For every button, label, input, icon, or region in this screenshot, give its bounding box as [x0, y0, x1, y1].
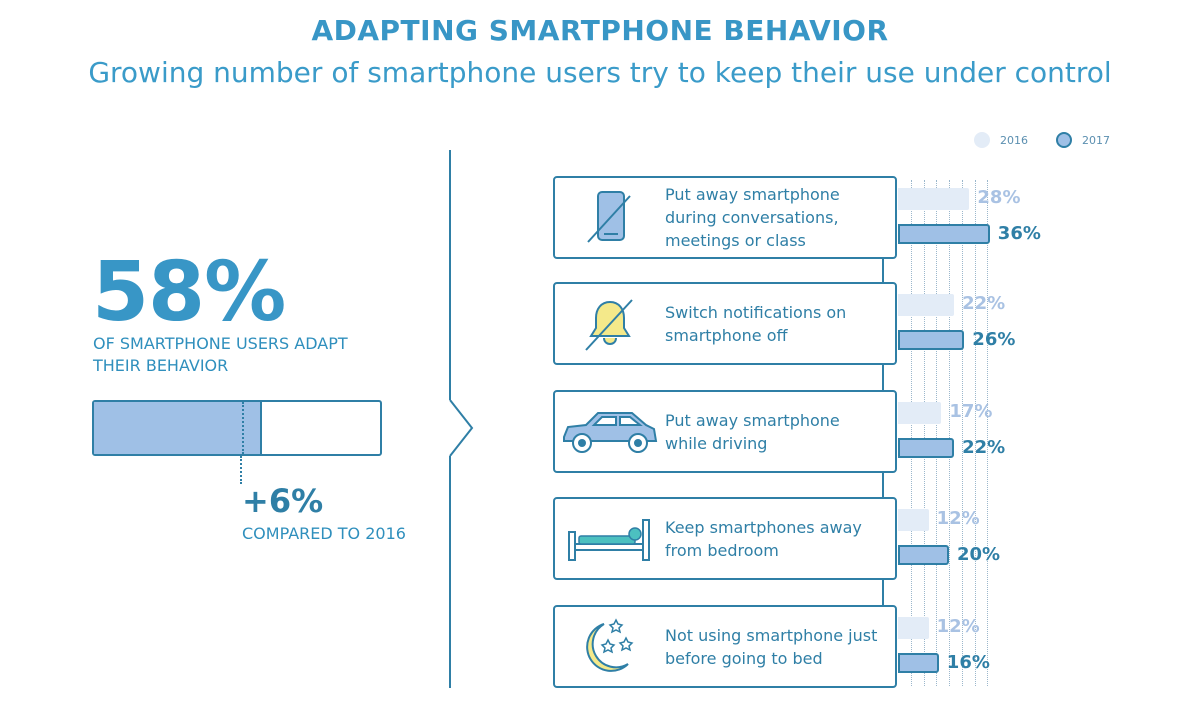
legend-item-2017: 2017	[1056, 132, 1110, 148]
category-card: Switch notifications on smartphone off	[553, 282, 897, 365]
gridline	[974, 180, 976, 686]
data-label-2017: 20%	[957, 544, 1001, 565]
data-label-2016: 28%	[977, 187, 1021, 208]
category-card: Put away smartphone during conversations…	[553, 176, 897, 259]
data-label-2017: 36%	[997, 223, 1041, 244]
category-label: Keep smartphones away from bedroom	[665, 517, 862, 560]
bar-2017	[898, 330, 965, 350]
bar-2016	[898, 188, 970, 210]
headline-value: 58%	[92, 245, 286, 340]
category-label: Not using smartphone just before going t…	[665, 625, 878, 668]
legend: 2016 2017	[974, 132, 1110, 148]
headline-caption: OF SMARTPHONE USERS ADAPT THEIR BEHAVIOR	[93, 334, 348, 375]
gridline	[987, 180, 989, 686]
category-label: Put away smartphone during conversations…	[665, 185, 840, 250]
category-card: Not using smartphone just before going t…	[553, 605, 897, 688]
category-card: Keep smartphones away from bedroom	[553, 497, 897, 580]
change-marker-line	[240, 456, 242, 484]
bar-2016	[898, 509, 929, 531]
change-caption: COMPARED TO 2016	[242, 524, 406, 543]
data-label-2016: 22%	[962, 293, 1006, 314]
share-progress-bar	[92, 400, 382, 456]
gridline	[923, 180, 925, 686]
category-card: Put away smartphone while driving	[553, 390, 897, 473]
bar-2016	[898, 617, 929, 639]
chart-title: ADAPTING SMARTPHONE BEHAVIOR	[311, 14, 889, 47]
chart-subtitle: Growing number of smartphone users try t…	[88, 56, 1112, 89]
data-label-2017: 26%	[972, 329, 1016, 350]
legend-label-2017: 2017	[1082, 133, 1110, 147]
car-icon	[555, 392, 665, 471]
previous-year-marker	[241, 402, 244, 454]
bar-2017	[898, 224, 990, 244]
legend-label-2016: 2016	[1000, 133, 1028, 147]
gridline	[936, 180, 938, 686]
legend-swatch-2016	[974, 132, 990, 148]
gridline	[961, 180, 963, 686]
bar-2017	[898, 545, 949, 565]
bar-2016	[898, 402, 942, 424]
legend-item-2016: 2016	[974, 132, 1028, 148]
divider-arrow	[442, 400, 474, 456]
category-label: Switch notifications on smartphone off	[665, 302, 847, 345]
legend-swatch-2017	[1056, 132, 1072, 148]
change-value: +6%	[242, 482, 324, 520]
gridline	[949, 180, 950, 686]
moon-stars-icon	[555, 607, 665, 686]
bar-2016	[898, 294, 955, 316]
data-label-2016: 12%	[936, 616, 980, 637]
category-label: Put away smartphone while driving	[665, 410, 840, 453]
bed-icon	[555, 499, 665, 578]
data-label-2016: 17%	[949, 401, 993, 422]
share-progress-fill	[94, 402, 263, 454]
data-label-2017: 22%	[962, 437, 1006, 458]
bell-off-icon	[555, 284, 665, 363]
gridline	[910, 180, 912, 686]
bar-2017	[898, 438, 955, 458]
phone-off-icon	[555, 178, 665, 257]
bar-2017	[898, 653, 939, 673]
data-label-2016: 12%	[936, 508, 980, 529]
data-label-2017: 16%	[946, 652, 990, 673]
